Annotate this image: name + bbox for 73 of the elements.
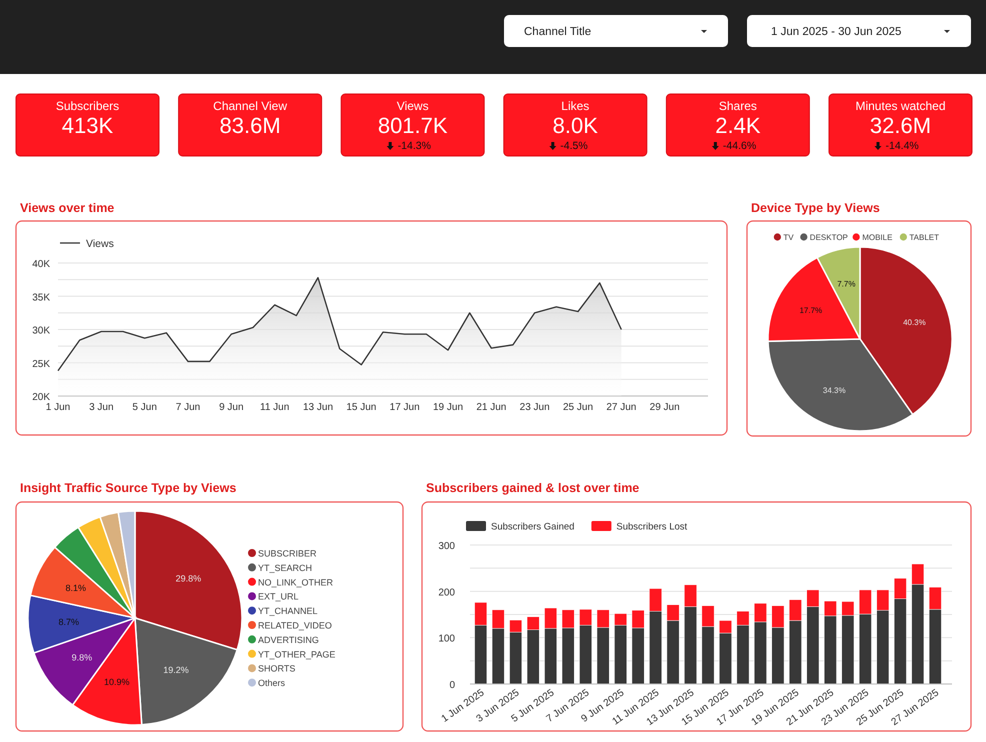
- legend-label: YT_SEARCH: [258, 562, 312, 573]
- text: Minutes watched: [855, 99, 946, 113]
- y-tick-label: 30K: [32, 326, 50, 336]
- legend-label: Views: [86, 238, 114, 250]
- x-tick-label: 9 Jun: [219, 402, 244, 413]
- x-tick-label: 13 Jun: [302, 402, 334, 413]
- legend-label: ADVERTISING: [258, 634, 319, 645]
- legend-label: TABLET: [909, 233, 940, 242]
- x-tick-label: 25 Jun: [562, 402, 594, 413]
- x-tick-label: 19 Jun: [432, 402, 464, 413]
- legend-label: SHORTS: [258, 664, 296, 674]
- legend-label: DESKTOP: [810, 233, 848, 242]
- legend-label: Others: [258, 678, 286, 688]
- x-tick-label: 15 Jun: [346, 402, 376, 413]
- y-tick-label: 300: [438, 541, 456, 552]
- legend-label: RELATED_VIDEO: [258, 620, 332, 630]
- data-label: 34.3%: [822, 386, 846, 395]
- x-tick-label: 23 Jun: [520, 402, 550, 413]
- legend-label: Subscribers Lost: [616, 522, 688, 532]
- y-tick-label: 20K: [32, 392, 50, 403]
- y-tick-label: 0: [449, 680, 456, 691]
- legend-label: Subscribers Gained: [491, 522, 574, 532]
- chart-title: Device Type by Views: [751, 201, 880, 215]
- chart-title: Subscribers gained & lost over time: [426, 481, 640, 495]
- chart-title: Insight Traffic Source Type by Views: [20, 481, 236, 495]
- text: 413K: [62, 113, 114, 138]
- text: Subscribers: [56, 99, 120, 113]
- text: -4.5%: [560, 140, 588, 152]
- x-tick-label: 29 Jun: [650, 402, 680, 413]
- text: Channel Title: [524, 26, 592, 38]
- x-tick-label: 1 Jun: [46, 402, 70, 413]
- x-tick-label: 27 Jun: [606, 402, 636, 413]
- x-tick-label: 5 Jun: [132, 402, 157, 413]
- text: Views: [396, 99, 429, 113]
- chart-title: Views over time: [20, 201, 114, 215]
- data-label: 10.9%: [104, 676, 130, 687]
- legend-label: YT_OTHER_PAGE: [258, 649, 336, 660]
- text: 8.0K: [552, 113, 598, 138]
- legend-label: SUBSCRIBER: [258, 548, 318, 558]
- x-tick-label: 7 Jun: [176, 402, 200, 413]
- data-label: 19.2%: [163, 665, 189, 676]
- text: Channel View: [213, 99, 288, 113]
- text: Shares: [718, 99, 757, 113]
- text: 1 Jun 2025 - 30 Jun 2025: [771, 26, 902, 38]
- text: 2.4K: [715, 113, 761, 138]
- x-tick-label: 17 Jun: [390, 402, 420, 413]
- data-label: 17.7%: [799, 306, 822, 316]
- data-label: 8.7%: [58, 616, 80, 627]
- data-label: 7.7%: [837, 280, 856, 289]
- text: 801.7K: [378, 113, 448, 138]
- y-tick-label: 200: [438, 587, 456, 598]
- legend-label: TV: [783, 233, 794, 242]
- text: -14.4%: [886, 140, 919, 152]
- y-tick-label: 35K: [32, 292, 50, 304]
- text: Likes: [561, 99, 590, 113]
- x-tick-label: 21 Jun: [476, 402, 506, 413]
- legend-label: NO_LINK_OTHER: [258, 577, 334, 588]
- text: 83.6M: [220, 113, 281, 138]
- data-label: 40.3%: [903, 318, 926, 327]
- legend-label: MOBILE: [862, 233, 892, 242]
- x-tick-label: 11 Jun: [260, 402, 290, 413]
- data-label: 29.8%: [176, 574, 202, 584]
- text: -44.6%: [722, 140, 756, 152]
- x-tick-label: 3 Jun: [89, 402, 114, 413]
- y-tick-label: 40K: [32, 259, 50, 270]
- data-label: 9.8%: [72, 652, 92, 663]
- data-label: 8.1%: [66, 583, 86, 594]
- y-tick-label: 25K: [32, 358, 50, 370]
- text: -14.3%: [398, 140, 431, 152]
- legend-label: EXT_URL: [258, 592, 299, 602]
- legend-label: YT_CHANNEL: [258, 606, 318, 616]
- y-tick-label: 100: [438, 634, 456, 645]
- text: 32.6M: [870, 113, 932, 138]
